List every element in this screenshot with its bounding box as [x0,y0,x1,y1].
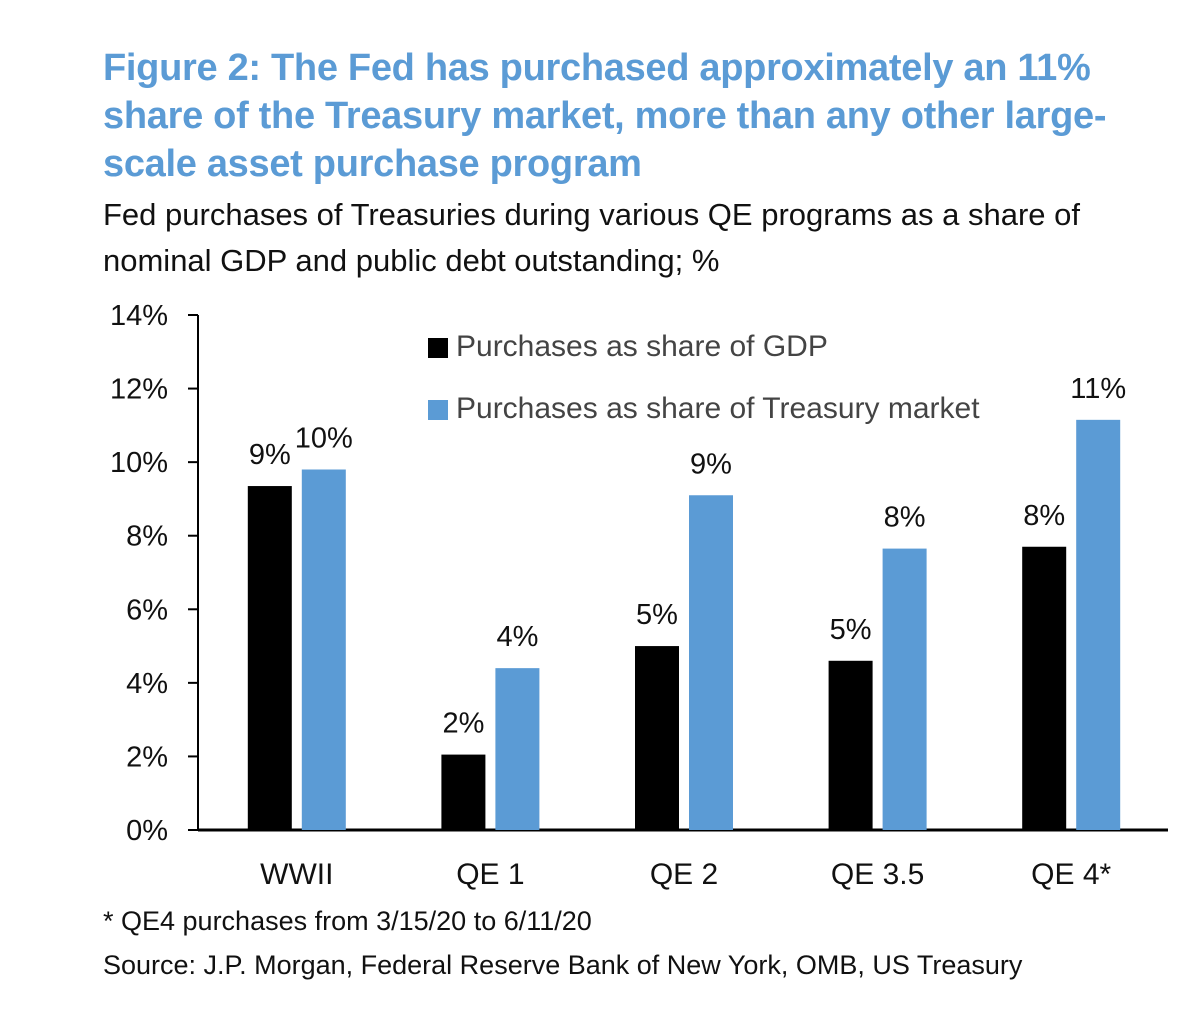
x-tick-label: WWII [260,858,333,891]
data-label: 2% [442,708,484,740]
data-label: 5% [636,599,678,631]
y-tick-label: 6% [126,594,168,626]
legend-swatch [428,400,448,420]
bar-gdp-3 [828,660,873,830]
y-tick-label: 12% [110,374,168,406]
x-tick-label: QE 3.5 [831,858,924,891]
x-tick-label: QE 2 [650,858,718,891]
data-label: 4% [496,621,538,653]
data-labels: 9%10%2%4%5%9%5%8% 8%11% [249,373,1126,740]
x-tick-label: QE 4* [1031,858,1111,891]
data-label: 5% [830,614,872,646]
bar-treasury-3 [882,548,927,830]
chart-subtitle: Fed purchases of Treasuries during vario… [103,197,1080,278]
data-label: 8% [1023,500,1065,532]
bar-treasury-0 [301,469,346,830]
data-label: 11% [1070,373,1126,405]
y-tick-label: 10% [110,447,168,479]
data-label: 10% [295,423,353,455]
data-label: 9% [249,439,291,471]
legend-label: Purchases as share of Treasury market [456,392,980,425]
legend-swatch [428,338,448,358]
chart-title: Figure 2: The Fed has purchased approxim… [103,47,1107,185]
bar-treasury-2 [689,495,733,830]
bar-gdp-1 [441,754,486,830]
bar-gdp-0 [247,486,292,830]
source-note: Source: J.P. Morgan, Federal Reserve Ban… [103,950,1023,980]
bar-treasury-1 [495,668,540,830]
bar-gdp-4 [1022,546,1067,830]
y-tick-label: 0% [126,815,168,847]
data-label: 9% [690,448,732,480]
y-axis: 0% 2% 4% 6% 8% 10% 12% 14% [110,300,199,847]
bar-treasury-4 [1076,419,1121,830]
y-tick-label: 4% [126,668,168,700]
y-tick-label: 8% [126,521,168,553]
bar-gdp-2 [635,646,679,830]
bar-chart: 0% 2% 4% 6% 8% 10% 12% 14% WWII QE 1 QE 2 QE 3.5 QE… [110,300,1168,891]
legend-label: Purchases as share of GDP [456,330,828,363]
y-tick-label: 14% [110,300,168,332]
x-axis: WWII QE 1 QE 2 QE 3.5 QE 4* [198,828,1168,891]
y-tick-label: 2% [126,741,168,773]
x-tick-label: QE 1 [456,858,524,891]
data-label: 8% [884,502,926,534]
legend: Purchases as share of GDP Purchases as sh… [428,330,980,425]
bars [247,419,1121,830]
footnote: * QE4 purchases from 3/15/20 to 6/11/20 [103,906,592,936]
